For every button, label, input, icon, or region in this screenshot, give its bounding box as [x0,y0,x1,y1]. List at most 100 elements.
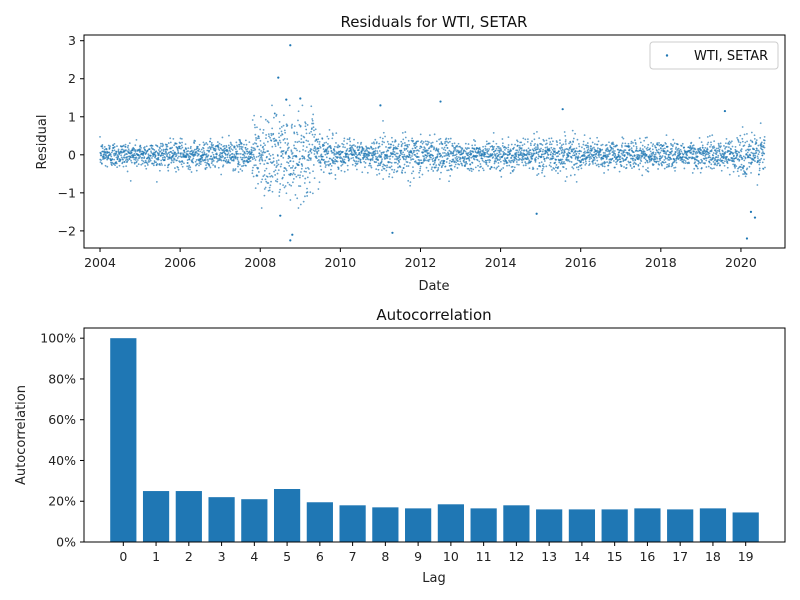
residual-point [559,147,562,150]
residual-point [126,160,129,163]
residual-point [177,155,180,158]
residual-point [301,165,304,167]
residual-point [523,149,526,152]
residual-point [174,151,177,154]
residual-point [278,132,280,135]
residual-point [554,153,557,156]
residual-point [706,147,709,150]
residual-point [560,144,563,147]
residual-point [168,151,171,154]
residual-point [546,152,549,154]
residual-point [190,149,193,152]
residual-point [651,148,654,151]
residual-point [543,140,545,142]
residual-point [217,144,220,147]
residual-point [231,152,234,155]
residual-point [556,141,558,144]
residual-point [301,157,304,160]
residual-point [242,153,245,156]
residual-point [279,134,282,137]
residual-point [594,155,597,158]
residual-point [573,173,576,176]
residual-point [612,148,615,150]
residual-point [748,165,751,168]
residual-point [274,143,276,146]
residual-point [285,169,288,172]
residual-point [433,133,436,136]
residual-point [537,153,540,156]
residual-point [316,140,319,143]
residual-point [412,166,414,169]
residual-point [571,143,573,146]
residual-point [626,156,628,159]
residual-point [502,167,505,169]
residual-point [359,160,362,162]
residual-point [408,143,411,146]
residual-point [620,149,623,152]
residual-point [542,167,544,170]
residual-point [571,150,574,153]
residual-point [132,156,135,159]
residual-point [257,167,260,169]
residual-point [604,161,607,164]
residual-point [630,140,633,143]
residual-point [450,164,453,167]
residual-point [260,181,263,183]
bar-x-tick-label: 10 [443,549,459,564]
residual-point [546,142,548,145]
residual-point [568,160,571,163]
residual-point [659,151,662,154]
residual-point [110,161,112,164]
residual-point [300,141,303,144]
residual-point [513,166,516,169]
residual-point [242,150,244,152]
residual-point [695,152,697,155]
residual-point [717,156,719,159]
residual-point [135,160,138,163]
residual-point [348,137,351,139]
residual-point [737,139,740,142]
residual-point [620,152,623,155]
residual-point [113,149,116,152]
residual-point [363,156,366,159]
residual-point [314,133,316,136]
residual-point [346,138,349,141]
residual-point [530,160,533,163]
bar-x-tick-label: 11 [476,549,492,564]
residual-point [721,159,724,162]
residual-point [164,153,167,155]
residual-point [465,160,468,163]
residual-point [296,141,299,144]
residual-point [180,152,183,155]
residual-point [665,166,668,169]
residual-point [499,156,501,158]
residual-point [440,141,443,143]
residual-point [624,142,627,145]
residual-point [662,144,665,147]
residual-point [406,144,409,146]
residual-point [488,153,490,156]
residual-point [557,166,560,168]
residual-point [614,154,617,157]
residual-point [284,141,287,144]
residual-point [258,137,260,140]
residual-point [309,191,312,194]
residual-point [264,144,266,147]
residual-point [325,164,327,166]
residual-point [639,147,642,150]
residual-point [758,173,760,176]
residual-point [482,145,484,148]
scatter-y-tick-label: −2 [58,223,76,238]
residual-point [238,163,241,166]
residual-point [714,158,717,161]
residual-point [562,143,565,146]
residual-point [285,192,288,195]
residual-point [603,165,606,168]
residual-point [234,155,237,158]
residual-point [291,152,294,154]
residual-point [580,167,583,170]
residual-point [578,143,580,145]
residual-point [752,154,755,156]
residual-point [489,145,492,148]
residual-point [715,153,718,156]
